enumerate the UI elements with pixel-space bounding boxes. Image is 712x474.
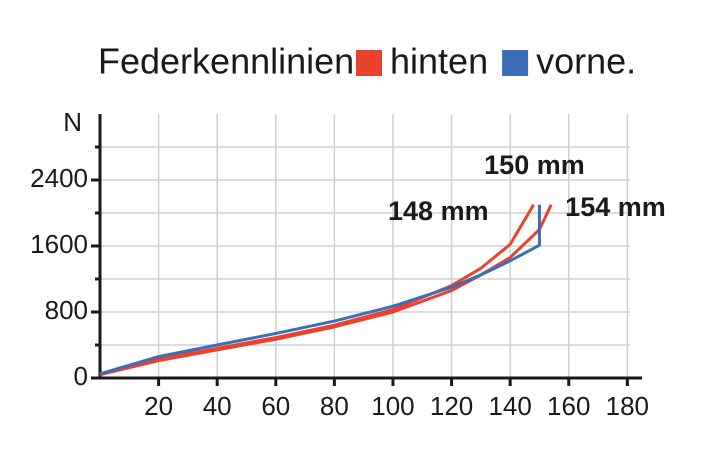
x-tick-label: 60 [261,391,290,421]
legend-label: vorne. [536,41,636,82]
x-tick-label: 180 [606,391,649,421]
curve-label: 150 mm [484,150,585,180]
legend-swatch [356,50,382,76]
legend-swatch [502,50,529,76]
y-tick-label: 1600 [30,229,88,259]
chart-title: Federkennlinien: [98,41,364,82]
x-tick-label: 100 [371,391,414,421]
curve-label: 148 mm [388,196,489,226]
curve [99,204,553,377]
y-tick-label: 2400 [30,163,88,193]
x-tick-label: 80 [320,391,349,421]
x-tick-label: 160 [547,391,590,421]
curve-label: 154 mm [565,192,666,222]
x-tick-label: 140 [488,391,531,421]
x-tick-label: 20 [144,391,173,421]
curve [99,204,541,376]
x-tick-label: 120 [430,391,473,421]
curve [99,203,535,377]
y-axis-label: N [63,107,82,137]
y-tick-label: 0 [74,361,88,391]
x-tick-label: 40 [203,391,232,421]
y-tick-label: 800 [45,295,88,325]
legend-label: hinten [390,41,488,82]
